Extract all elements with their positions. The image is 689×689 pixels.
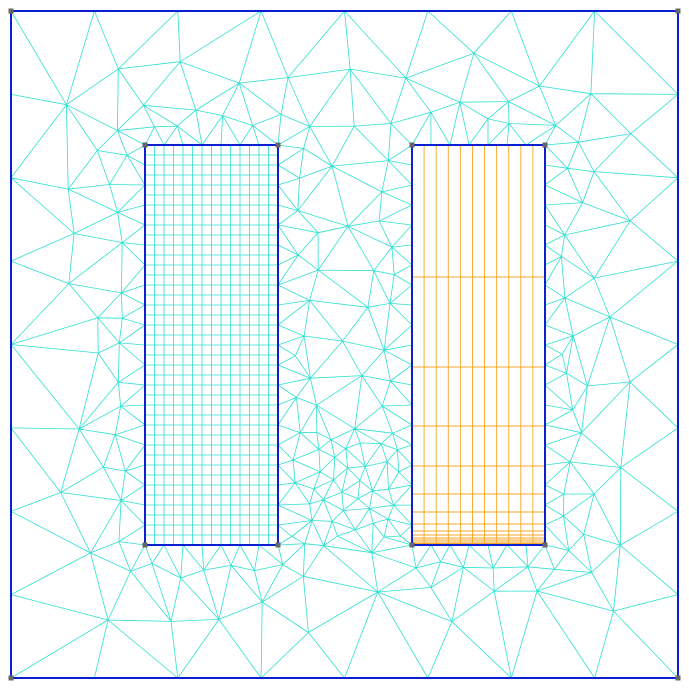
corner-node (675, 675, 681, 681)
right-quad-mesh (412, 145, 545, 545)
corner-node (8, 8, 14, 14)
corner-node (409, 142, 415, 148)
quad-grid-lines (145, 145, 278, 545)
corner-node (142, 142, 148, 148)
corner-node (8, 675, 14, 681)
corner-node (142, 542, 148, 548)
corner-node (275, 542, 281, 548)
corner-node (409, 542, 415, 548)
left-quad-mesh (145, 145, 278, 545)
corner-nodes (8, 8, 681, 681)
corner-node (542, 542, 548, 548)
corner-node (275, 142, 281, 148)
quad-grid-lines (412, 145, 545, 545)
left-region-boundary (144, 144, 279, 546)
corner-node (675, 8, 681, 14)
corner-node (542, 142, 548, 148)
right-region-boundary (411, 144, 546, 546)
outer-boundary (10, 10, 679, 679)
